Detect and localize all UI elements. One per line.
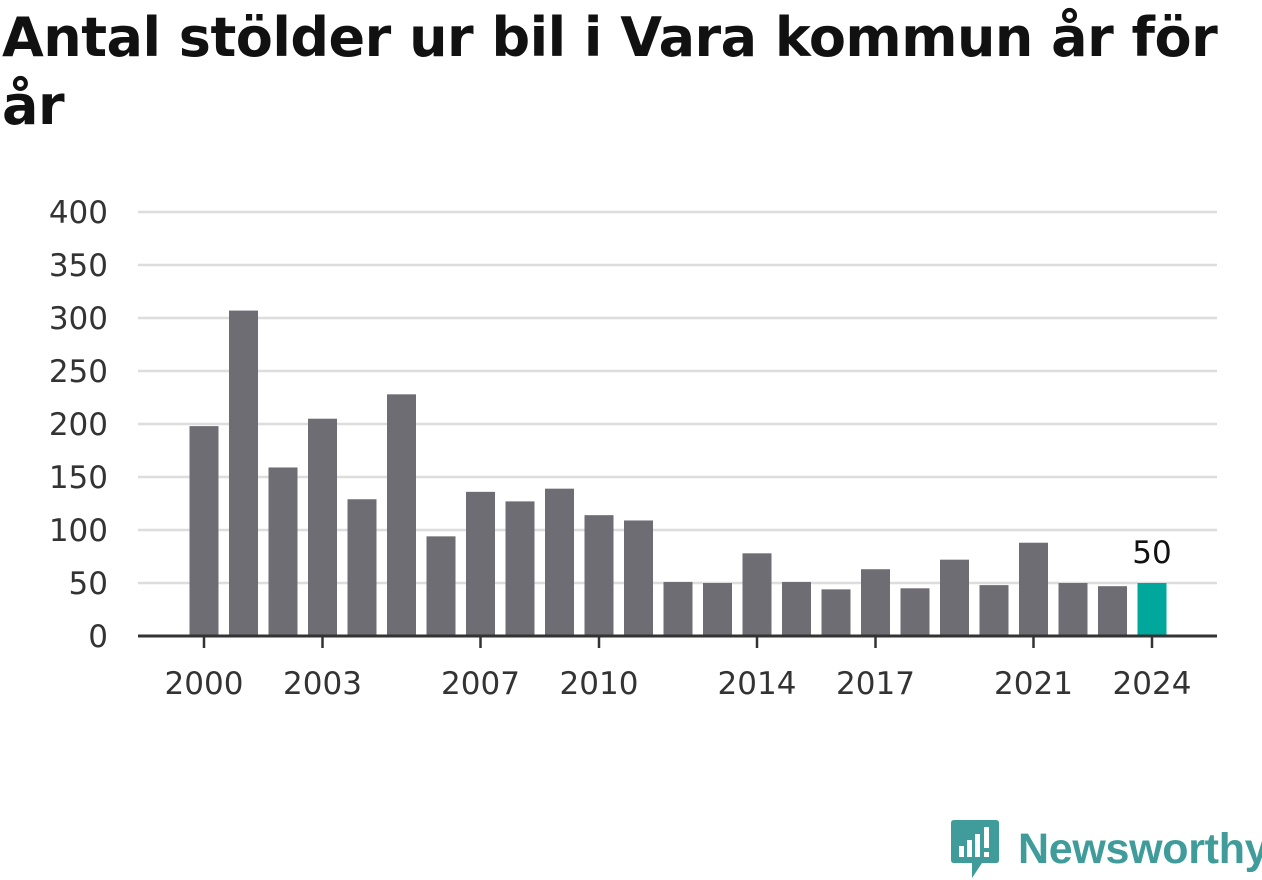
x-tick-label: 2014 <box>718 666 797 702</box>
y-tick-label: 400 <box>49 195 108 231</box>
bar-2022 <box>1058 583 1088 636</box>
x-axis <box>138 634 1217 648</box>
bar-2008 <box>505 501 535 636</box>
x-tick-label: 2010 <box>560 666 639 702</box>
value-label-2024: 50 <box>1132 535 1171 571</box>
bar-2014 <box>742 553 772 636</box>
bar-2013 <box>703 583 732 636</box>
x-tick-label: 2003 <box>283 666 362 702</box>
x-tick-label: 2007 <box>441 666 520 702</box>
bar-2021 <box>1019 542 1048 636</box>
bar-2012 <box>663 581 693 636</box>
x-tick-label: 2017 <box>836 666 915 702</box>
chart-title: Antal stölder ur bil i Vara kommun år fö… <box>2 6 1218 137</box>
bar-2017 <box>861 569 890 636</box>
newsworthy-logo: Newsworthy <box>950 818 1262 880</box>
y-tick-label: 150 <box>49 460 108 496</box>
bar-2003 <box>308 418 337 636</box>
newsworthy-chart-bubble-icon <box>951 820 999 878</box>
bar-2018 <box>900 588 930 636</box>
bars <box>189 310 1167 636</box>
y-tick-label: 50 <box>69 566 108 602</box>
y-tick-label: 250 <box>49 354 108 390</box>
bar-2002 <box>268 467 298 636</box>
x-tick-label: 2024 <box>1113 666 1192 702</box>
bar-2023 <box>1098 586 1127 636</box>
bar-2011 <box>624 520 653 636</box>
bar-2019 <box>940 559 969 636</box>
tick-labels: 0 50 100 150 200 250 300 350 400 50 2000 2003 2007 20… <box>49 195 1192 702</box>
bar-2005 <box>387 394 416 636</box>
bar-2000 <box>189 426 219 636</box>
bar-2009 <box>545 488 574 636</box>
bar-2020 <box>979 585 1009 636</box>
x-tick-label: 2021 <box>994 666 1073 702</box>
bar-2006 <box>426 536 456 636</box>
bar-2010 <box>584 515 614 636</box>
bar-2001 <box>229 310 258 636</box>
brand-name: Newsworthy <box>1018 824 1262 873</box>
bar-2007 <box>466 491 495 636</box>
bar-2004 <box>347 499 377 636</box>
bar-2024 <box>1137 583 1167 636</box>
y-tick-label: 100 <box>49 513 108 549</box>
bar-2015 <box>782 581 811 636</box>
bar-2016 <box>821 589 851 636</box>
y-tick-label: 200 <box>49 407 108 443</box>
x-tick-label: 2000 <box>165 666 244 702</box>
y-tick-label: 300 <box>49 301 108 337</box>
gridlines <box>138 210 1217 585</box>
y-tick-label: 350 <box>49 248 108 284</box>
y-tick-label: 0 <box>88 619 108 655</box>
